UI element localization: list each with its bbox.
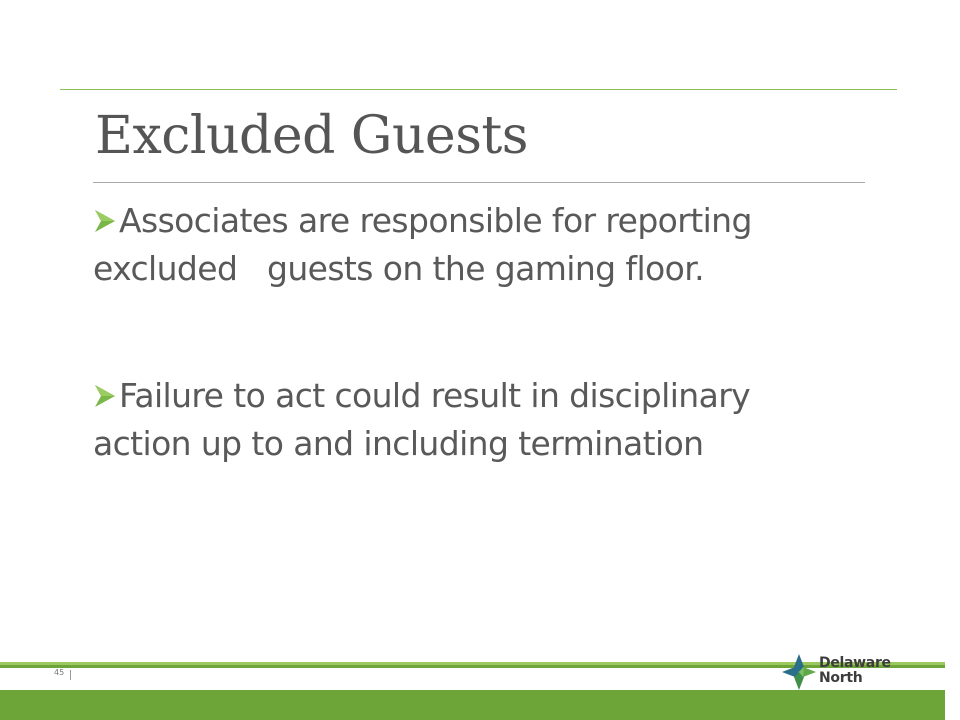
bullet-text-line2: excluded guests on the gaming floor. (93, 249, 705, 288)
logo-wordmark: Delaware North (819, 656, 891, 686)
bullet-text-line2: action up to and including termination (93, 424, 704, 463)
slide-title: Excluded Guests (95, 106, 528, 166)
logo-line1: Delaware (819, 655, 891, 671)
page-number-divider (70, 670, 71, 680)
delaware-north-star-icon (782, 654, 816, 690)
footer-strip (0, 668, 945, 690)
logo-line2: North (819, 670, 863, 686)
arrow-bullet-icon (95, 385, 115, 407)
page-number: 45 (54, 668, 65, 677)
bullet-text-line1: Failure to act could result in disciplin… (119, 376, 751, 415)
bullet-item: Associates are responsible for reporting… (93, 197, 863, 293)
bullet-text-line1: Associates are responsible for reporting (119, 201, 752, 240)
title-divider (93, 182, 865, 183)
bullet-item: Failure to act could result in disciplin… (93, 372, 863, 468)
delaware-north-logo: Delaware North (780, 652, 891, 696)
arrow-bullet-icon (95, 210, 115, 232)
top-divider (60, 89, 897, 90)
